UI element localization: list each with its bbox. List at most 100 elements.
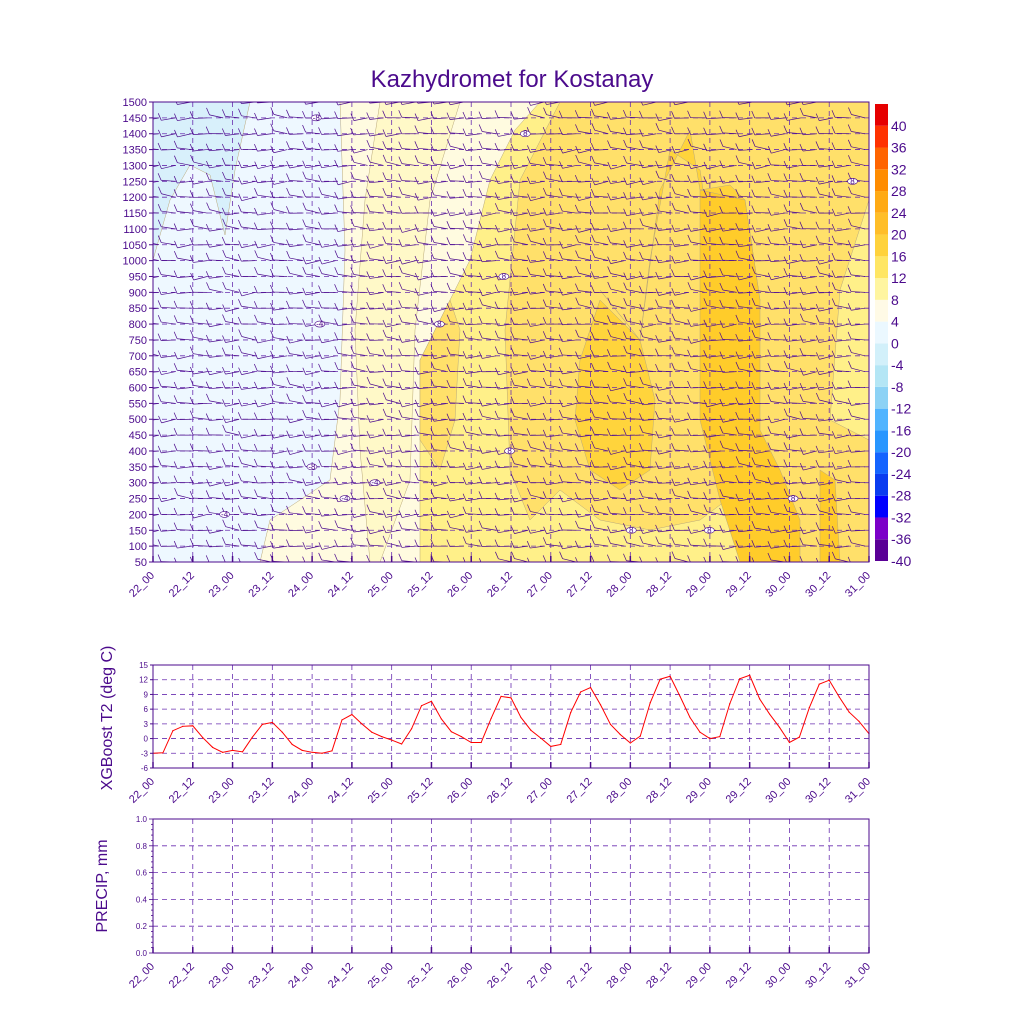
time-tick-label: 22_00	[127, 570, 157, 600]
wind-barb-shaft	[658, 434, 673, 439]
wind-barb-shaft	[786, 529, 801, 534]
t2-point	[331, 750, 333, 752]
wind-barb-flag	[478, 221, 483, 229]
wind-barb-shaft	[161, 385, 176, 388]
wind-barb-shaft	[690, 434, 705, 437]
wind-barb-shaft	[273, 466, 288, 469]
wind-barb-shaft	[321, 482, 336, 484]
wind-barb-shaft	[594, 401, 609, 404]
t2-point	[301, 749, 303, 751]
wind-barb-flag	[173, 223, 178, 231]
wind-barb-flag	[398, 156, 403, 164]
wind-barb-shaft	[369, 258, 384, 261]
wind-barb-shaft	[802, 260, 817, 262]
wind-barb-shaft	[610, 288, 625, 293]
wind-barb-flag	[591, 394, 595, 403]
wind-barb-shaft	[514, 371, 529, 375]
t2-point	[162, 752, 164, 754]
wind-barb-flag	[430, 508, 435, 516]
wind-barb-shaft	[690, 401, 705, 404]
wind-barb-flag	[751, 189, 756, 197]
wind-barb-shaft	[161, 529, 176, 532]
wind-barb-flag	[462, 351, 467, 359]
wind-barb-shaft	[754, 527, 769, 531]
wind-barb-shaft	[562, 385, 577, 388]
wind-barb-shaft	[465, 371, 480, 374]
wind-barb-flag	[687, 110, 691, 118]
wind-barb-shaft	[241, 480, 256, 484]
wind-barb-shaft	[241, 544, 256, 547]
wind-barb-shaft	[449, 117, 464, 120]
wind-barb-shaft	[369, 339, 384, 341]
wind-barb-shaft	[578, 479, 593, 484]
wind-barb-flag	[831, 175, 836, 183]
wind-barb-flag	[543, 456, 547, 464]
wind-barb-flag	[494, 110, 499, 118]
wind-barb-flag	[831, 363, 836, 371]
wind-barb-shaft	[193, 450, 208, 452]
wind-barb-flag	[767, 382, 772, 390]
wind-barb-flag	[767, 415, 772, 423]
wind-barb-flag	[703, 333, 707, 342]
wind-barb-shaft	[754, 196, 769, 198]
wind-barb-flag	[190, 203, 194, 211]
wind-barb-shaft	[610, 273, 625, 277]
wind-barb-flag	[334, 111, 338, 119]
wind-barb-flag	[318, 552, 322, 561]
wind-barb-shaft	[562, 210, 577, 214]
wind-barb-flag	[158, 367, 162, 375]
wind-barb-shaft	[305, 178, 320, 182]
time-tick-label: 22_12	[167, 961, 197, 991]
wind-barb-flag	[703, 253, 707, 261]
wind-barb-flag	[703, 478, 708, 486]
wind-barb-shaft	[787, 434, 801, 439]
wind-barb-shaft	[337, 527, 352, 531]
wind-barb-shaft	[385, 194, 400, 198]
wind-barb-shaft	[498, 353, 513, 357]
wind-barb-shaft	[417, 260, 432, 264]
wind-barb-flag	[671, 427, 675, 436]
wind-barb-shaft	[530, 113, 545, 119]
wind-barb-shaft	[530, 163, 545, 166]
t2-y-tick-label: 0	[144, 735, 149, 744]
wind-barb-flag	[495, 224, 499, 233]
wind-barb-shaft	[417, 528, 432, 531]
wind-barb-shaft	[738, 162, 753, 166]
wind-barb-flag	[319, 95, 322, 102]
wind-barb-flag	[687, 361, 692, 369]
wind-barb-flag	[318, 476, 322, 484]
colorbar-box	[875, 495, 888, 518]
wind-barb-shaft	[546, 258, 561, 261]
wind-barb-shaft	[819, 117, 833, 121]
wind-barb-shaft	[177, 355, 192, 360]
wind-barb-flag	[221, 109, 226, 117]
wind-barb-shaft	[449, 307, 464, 311]
wind-barb-shaft	[497, 117, 513, 119]
wind-barb-flag	[639, 473, 643, 481]
wind-barb-flag	[173, 331, 178, 339]
wind-barb-flag	[799, 476, 804, 485]
wind-barb-flag	[527, 107, 531, 115]
wind-barb-flag	[302, 383, 307, 392]
wind-barb-shaft	[594, 162, 609, 166]
wind-barb-flag	[157, 554, 162, 562]
wind-barb-shaft	[546, 114, 561, 119]
wind-barb-shaft	[770, 529, 785, 534]
time-axis-mid: 22_00 22_12 23_00 23_12 24_00 24_12 25_00 25_12…	[127, 762, 873, 806]
wind-barb-flag	[270, 268, 274, 277]
wind-barb-flag	[382, 428, 387, 436]
wind-barb-shaft	[562, 339, 577, 342]
colorbar-label: -20	[891, 444, 911, 460]
wind-barb-shaft	[225, 225, 240, 230]
wind-barb-flag	[703, 319, 708, 327]
wind-barb-shaft	[321, 260, 336, 265]
wind-barb-flag	[350, 145, 355, 154]
wind-barb-flag	[527, 440, 531, 448]
t2-point	[848, 711, 850, 713]
wind-barb-flag	[350, 537, 354, 545]
t2-y-tick-label: 6	[144, 705, 149, 714]
wind-barb-shaft	[289, 165, 304, 169]
wind-barb-flag	[575, 250, 579, 258]
time-tick-label: 27_00	[525, 570, 555, 600]
